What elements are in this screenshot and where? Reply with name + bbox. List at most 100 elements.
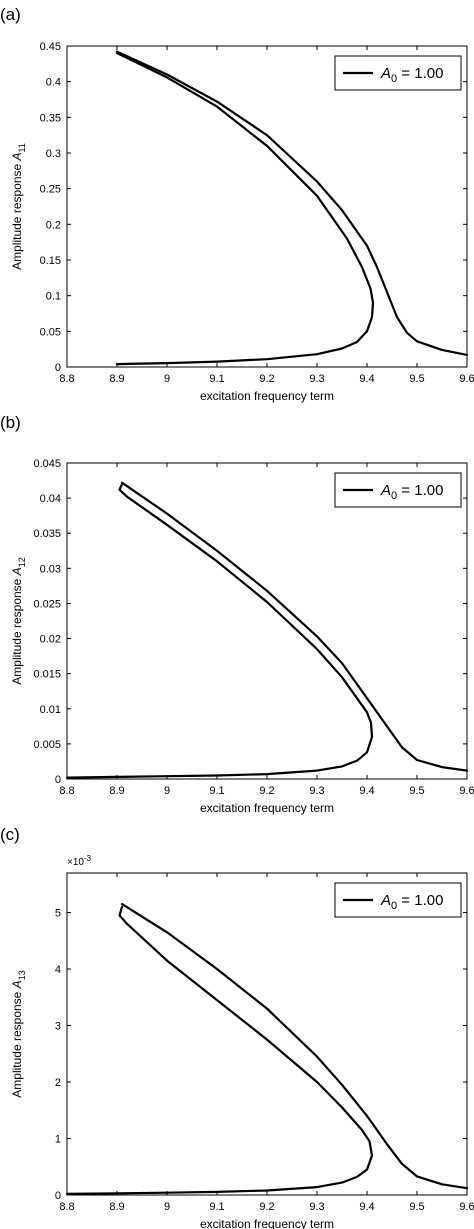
legend-label-subscript: 0 [391, 490, 397, 502]
x-tick-label: 8.9 [109, 1201, 124, 1213]
response-curve-branch-1 [65, 483, 374, 779]
x-tick-label: 8.9 [109, 373, 124, 385]
legend-label-symbol: A [380, 892, 391, 909]
y-tick-label: 0.35 [40, 112, 61, 124]
legend-label: A0 = 1.00 [380, 65, 443, 85]
y-tick-label: 0.4 [46, 77, 61, 89]
y-tick-label: 0.1 [46, 291, 61, 303]
plot-frame [66, 462, 468, 780]
y-tick-label: 0.15 [40, 255, 61, 267]
x-tick-label: 9.6 [459, 1201, 474, 1213]
panel-label: (c) [0, 825, 20, 844]
legend: A0 = 1.00 [334, 55, 462, 91]
response-curve-branch-2 [120, 481, 469, 772]
response-curve-branch-1 [115, 51, 375, 366]
response-curve-branch-2 [120, 902, 469, 1190]
y-tick-label: 1 [55, 1134, 61, 1146]
y-axis-label: Amplitude response A12 [10, 557, 27, 684]
x-tick-label: 9.1 [209, 785, 224, 797]
x-axis-label: excitation frequency term [200, 1217, 334, 1229]
y-axis-label: Amplitude response A11 [10, 143, 27, 270]
plot-frame [66, 45, 468, 368]
y-tick-label: 5 [55, 908, 61, 920]
panel-1: (a) 8.8 8.9 9 9.1 9.2 9.3 9.4 9.5 9.6 0 0.05 0.1 0.15… [0, 5, 474, 403]
legend-label-subscript: 0 [391, 73, 397, 85]
y-tick-label: 0.03 [40, 563, 61, 575]
x-tick-label: 9.4 [359, 785, 374, 797]
x-tick-label: 9.3 [309, 1201, 324, 1213]
x-tick-label: 9.6 [459, 785, 474, 797]
y-exponent-label: ×10-3 [67, 854, 92, 868]
y-axis-label-subscript: 13 [17, 970, 27, 980]
x-tick-label: 8.9 [109, 785, 124, 797]
plot-frame [66, 872, 468, 1196]
panel-label: (b) [0, 413, 21, 432]
panel-label: (a) [0, 5, 21, 24]
legend-label: A0 = 1.00 [380, 482, 443, 502]
legend: A0 = 1.00 [334, 882, 462, 918]
y-tick-label: 2 [55, 1077, 61, 1089]
x-tick-label: 8.8 [59, 1201, 74, 1213]
x-tick-label: 9.2 [259, 373, 274, 385]
x-tick-label: 9.5 [409, 1201, 424, 1213]
response-curve-branch-2 [115, 50, 469, 356]
legend-label: A0 = 1.00 [380, 892, 443, 912]
y-tick-label: 0.015 [33, 669, 61, 681]
x-tick-label: 8.8 [59, 785, 74, 797]
y-tick-label: 0 [55, 1190, 61, 1202]
legend-label-symbol: A [380, 482, 391, 499]
legend: A0 = 1.00 [334, 472, 462, 508]
y-axis-label: Amplitude response A13 [10, 970, 27, 1097]
x-axis-label: excitation frequency term [200, 389, 334, 403]
x-tick-label: 9 [164, 785, 170, 797]
y-exponent-base: ×10 [67, 857, 84, 868]
x-tick-label: 9.5 [409, 373, 424, 385]
y-tick-label: 0.2 [46, 219, 61, 231]
panel-2: (b) 8.8 8.9 9 9.1 9.2 9.3 9.4 9.5 9.6 0 0.005 0.01 0.… [0, 413, 474, 815]
x-axis-label: excitation frequency term [200, 801, 334, 815]
y-tick-label: 0 [55, 362, 61, 374]
y-tick-label: 0.02 [40, 634, 61, 646]
legend-label-subscript: 0 [391, 900, 397, 912]
y-exponent-power: -3 [84, 854, 92, 863]
x-tick-label: 9 [164, 373, 170, 385]
x-tick-label: 9.4 [359, 1201, 374, 1213]
x-tick-label: 9.3 [309, 373, 324, 385]
y-axis-label-main: Amplitude response [10, 988, 24, 1097]
y-tick-label: 4 [55, 964, 61, 976]
y-axis-label-symbol: A [10, 980, 24, 989]
legend-label-symbol: A [380, 65, 391, 82]
y-tick-label: 0.01 [40, 704, 61, 716]
y-tick-label: 3 [55, 1021, 61, 1033]
panel-3: (c) 8.8 8.9 9 9.1 9.2 9.3 9.4 9.5 9.6 0 1 2 3 4 5 ×10-3 e… [0, 825, 474, 1229]
x-tick-label: 9.5 [409, 785, 424, 797]
y-tick-label: 0.45 [40, 41, 61, 53]
y-tick-label: 0 [55, 774, 61, 786]
y-axis-label-symbol: A [10, 567, 24, 576]
x-tick-label: 9.1 [209, 373, 224, 385]
y-tick-label: 0.3 [46, 148, 61, 160]
x-tick-label: 9.1 [209, 1201, 224, 1213]
response-curve-branch-1 [65, 905, 374, 1196]
x-tick-label: 9.2 [259, 785, 274, 797]
y-axis-label-main: Amplitude response [10, 575, 24, 684]
x-tick-label: 9.6 [459, 373, 474, 385]
y-axis-label-main: Amplitude response [10, 160, 24, 269]
legend-label-value: = 1.00 [397, 892, 443, 909]
y-tick-label: 0.025 [33, 598, 61, 610]
y-tick-label: 0.25 [40, 184, 61, 196]
y-tick-label: 0.045 [33, 458, 61, 470]
x-tick-label: 8.8 [59, 373, 74, 385]
y-tick-label: 0.005 [33, 739, 61, 751]
y-tick-label: 0.035 [33, 528, 61, 540]
y-tick-label: 0.04 [40, 493, 61, 505]
y-axis-label-subscript: 12 [17, 557, 27, 567]
legend-label-value: = 1.00 [397, 65, 443, 82]
x-tick-label: 9.2 [259, 1201, 274, 1213]
legend-label-value: = 1.00 [397, 482, 443, 499]
x-tick-label: 9.4 [359, 373, 374, 385]
x-tick-label: 9.3 [309, 785, 324, 797]
y-axis-label-symbol: A [10, 152, 24, 161]
x-tick-label: 9 [164, 1201, 170, 1213]
